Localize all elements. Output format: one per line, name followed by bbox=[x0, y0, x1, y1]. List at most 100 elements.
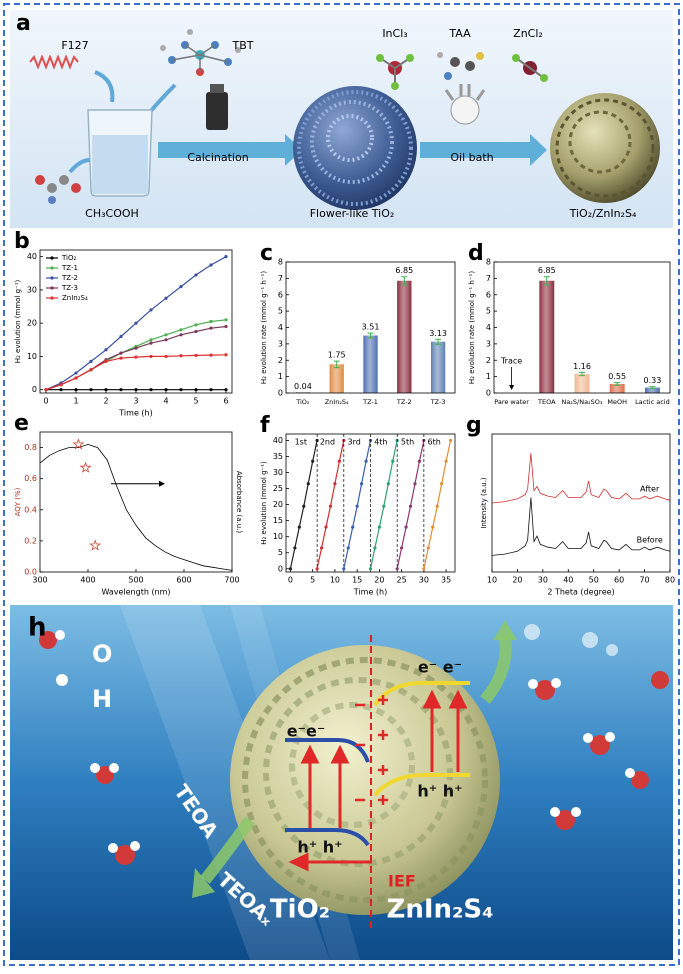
chart-panel: f 0 5 10 15 20 25 30 35 40 0 5 10 15 20 25 30 35 Time (h) H… bbox=[260, 413, 456, 597]
water-molecules bbox=[39, 630, 669, 865]
field-label: IEF bbox=[388, 872, 416, 891]
panel-label: a bbox=[16, 11, 31, 36]
flask-necks bbox=[444, 84, 486, 101]
y-tick-label: 1 bbox=[486, 372, 491, 381]
shape bbox=[465, 61, 475, 71]
data-point bbox=[355, 504, 359, 508]
data-point bbox=[149, 341, 153, 345]
y-tick-label: 10 bbox=[27, 352, 37, 361]
x-axis-label: Time (h) bbox=[353, 588, 387, 597]
x-tick-label: 600 bbox=[176, 576, 191, 585]
data-point bbox=[431, 525, 435, 529]
bar-shine bbox=[431, 341, 446, 393]
series-line bbox=[39, 443, 233, 571]
shape bbox=[631, 771, 649, 789]
petal-texture bbox=[297, 90, 413, 206]
x-tick-label: 20 bbox=[512, 576, 522, 585]
y-tick-label: 4 bbox=[278, 323, 283, 332]
y-tick-label: 20 bbox=[27, 319, 37, 328]
y-tick-label: 1 bbox=[278, 372, 283, 381]
data-point bbox=[209, 326, 213, 330]
shape bbox=[540, 74, 548, 82]
shape bbox=[583, 733, 593, 743]
data-point bbox=[119, 356, 123, 360]
data-point bbox=[373, 546, 377, 550]
x-tick-label: 0 bbox=[288, 576, 293, 585]
data-point bbox=[209, 353, 213, 357]
error-bar bbox=[649, 386, 656, 390]
reaction-arrow-head bbox=[493, 620, 517, 640]
x-tick-label: 80 bbox=[665, 576, 675, 585]
data-point bbox=[74, 371, 78, 375]
shape bbox=[108, 843, 118, 853]
x-tick-label: 5 bbox=[310, 576, 315, 585]
data-point bbox=[351, 525, 355, 529]
y-tick-label: 0 bbox=[486, 389, 491, 398]
y-tick-label: 0 bbox=[32, 385, 37, 394]
shape bbox=[35, 175, 45, 185]
x-tick-label: 400 bbox=[80, 576, 95, 585]
x-tick-label: 35 bbox=[441, 576, 451, 585]
shape bbox=[39, 631, 57, 649]
error-bar bbox=[579, 371, 585, 377]
y-tick-label: 15 bbox=[273, 516, 283, 525]
data-point bbox=[400, 546, 404, 550]
x-tick-label: 60 bbox=[614, 576, 624, 585]
data-point bbox=[194, 323, 198, 327]
y-tick-label: 8 bbox=[486, 258, 491, 267]
flower-tio2 bbox=[293, 86, 417, 210]
x-axis-label: 2 Theta (degree) bbox=[547, 588, 614, 597]
legend-label: TZ-2 bbox=[61, 274, 78, 282]
bar-shine bbox=[574, 374, 590, 393]
shape bbox=[606, 644, 618, 656]
plot-background bbox=[40, 432, 232, 572]
y-tick-label: 10 bbox=[273, 532, 283, 541]
shape bbox=[406, 54, 414, 62]
error-bar bbox=[367, 332, 374, 339]
chart-panel: e 0.0 0.2 0.4 0.6 0.8 300 400 500 600 700 Wavelengt… bbox=[14, 411, 243, 597]
x-tick-label: 40 bbox=[563, 576, 573, 585]
data-point bbox=[395, 567, 399, 571]
data-point bbox=[164, 354, 168, 359]
x-tick-label: TZ-2 bbox=[396, 398, 412, 406]
x-tick-label: 500 bbox=[128, 576, 143, 585]
x-tick-label: 50 bbox=[589, 576, 599, 585]
value-label: 0.55 bbox=[608, 372, 626, 381]
data-point bbox=[324, 525, 328, 529]
shape bbox=[56, 674, 68, 686]
axis-arrow-head bbox=[159, 480, 166, 487]
value-label: 6.85 bbox=[538, 266, 556, 275]
y-tick-label: 25 bbox=[273, 484, 283, 493]
x-tick-label: 6 bbox=[223, 397, 228, 406]
data-point bbox=[440, 482, 444, 486]
y2-axis-label: Absorbance (a.u.) bbox=[235, 471, 243, 533]
data-point bbox=[404, 525, 408, 529]
y-tick-label: 8 bbox=[278, 258, 283, 267]
data-point bbox=[346, 546, 350, 550]
panel-label: f bbox=[260, 413, 270, 438]
axes-frame bbox=[491, 433, 671, 573]
data-point bbox=[224, 255, 228, 259]
shape bbox=[378, 695, 388, 805]
data-point bbox=[224, 318, 228, 322]
x-tick-label: 10 bbox=[330, 576, 340, 585]
series-line bbox=[491, 453, 671, 504]
data-point bbox=[368, 567, 373, 571]
x-tick-label: ZnIn₂S₄ bbox=[325, 398, 349, 406]
x-tick-label: 25 bbox=[397, 576, 407, 585]
annotation: Trace bbox=[500, 357, 522, 366]
data-point bbox=[74, 388, 78, 392]
step-label: Oil bath bbox=[450, 151, 493, 164]
hole-label: h⁺ h⁺ bbox=[297, 838, 342, 857]
data-point bbox=[194, 353, 198, 358]
y-tick-label: 6 bbox=[486, 290, 491, 299]
shape bbox=[551, 678, 561, 688]
y-axis-label: Intensity (a.u.) bbox=[480, 477, 488, 529]
data-point bbox=[164, 338, 168, 342]
data-point bbox=[179, 328, 183, 332]
panel-h: h O H TEOA TEOAₓ TiO₂ ZnIn₂S₄ IEF e⁻e⁻ e… bbox=[10, 605, 673, 960]
shape bbox=[535, 680, 555, 700]
data-point bbox=[164, 333, 168, 337]
y-axis-label: H₂ evolution (mmol g⁻¹) bbox=[14, 279, 22, 363]
value-label: 1.16 bbox=[573, 362, 591, 371]
